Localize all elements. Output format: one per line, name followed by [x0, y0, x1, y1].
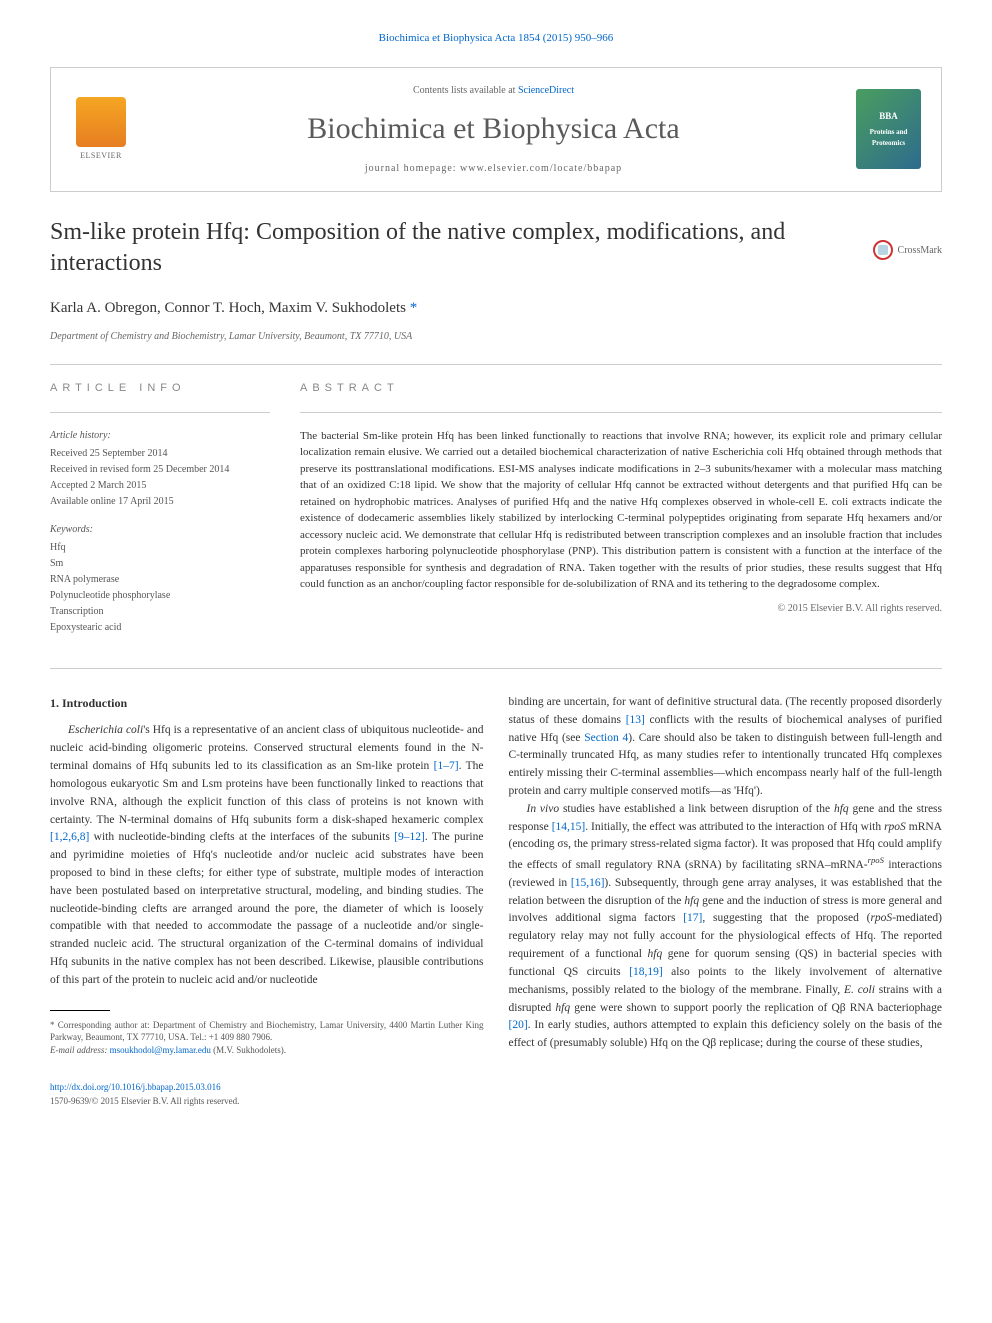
homepage-url[interactable]: www.elsevier.com/locate/bbapap	[460, 163, 622, 174]
hfq-italic-4: hfq	[555, 1002, 570, 1014]
article-info-header: article info	[50, 380, 270, 397]
abstract-text: The bacterial Sm-like protein Hfq has be…	[300, 428, 942, 593]
doi-link[interactable]: http://dx.doi.org/10.1016/j.bbapap.2015.…	[50, 1082, 221, 1092]
ref-link-1-7[interactable]: [1–7]	[434, 760, 459, 772]
ref-link-20[interactable]: [20]	[509, 1019, 528, 1031]
ref-link-18-19[interactable]: [18,19]	[629, 966, 663, 978]
bba-cover-logo: BBA Proteins and Proteomics	[856, 89, 921, 169]
column-right: binding are uncertain, for want of defin…	[509, 694, 943, 1057]
journal-homepage: journal homepage: www.elsevier.com/locat…	[151, 161, 836, 176]
footnote-text: Corresponding author at: Department of C…	[50, 1020, 484, 1043]
ref-link-13[interactable]: [13]	[626, 714, 645, 726]
keyword-3: Polynucleotide phosphorylase	[50, 588, 270, 604]
ecoli-italic: Escherichia coli	[68, 724, 143, 736]
hfq-italic-2: hfq	[684, 895, 699, 907]
section-4-link[interactable]: Section 4	[584, 732, 628, 744]
ecoli-italic-2: E. coli	[844, 984, 875, 996]
abstract-panel: abstract The bacterial Sm-like protein H…	[300, 380, 942, 648]
keywords-label: Keywords:	[50, 522, 270, 537]
footnote-divider	[50, 1010, 110, 1011]
keyword-0: Hfq	[50, 540, 270, 556]
online-date: Available online 17 April 2015	[50, 494, 270, 510]
sciencedirect-link[interactable]: ScienceDirect	[518, 85, 574, 96]
info-abstract-section: article info Article history: Received 2…	[50, 380, 942, 648]
authors-line: Karla A. Obregon, Connor T. Hoch, Maxim …	[50, 297, 942, 320]
divider-abstract	[300, 412, 942, 413]
rpos-sup: rpoS	[868, 855, 884, 865]
article-title: Sm-like protein Hfq: Composition of the …	[50, 217, 942, 279]
received-date: Received 25 September 2014	[50, 446, 270, 462]
keywords-block: Keywords: Hfq Sm RNA polymerase Polynucl…	[50, 522, 270, 636]
body-columns: 1. Introduction Escherichia coli's Hfq i…	[50, 694, 942, 1057]
ref-link-9-12[interactable]: [9–12]	[394, 831, 425, 843]
invivo-italic: In vivo	[527, 803, 560, 815]
sciencedirect-line: Contents lists available at ScienceDirec…	[151, 83, 836, 98]
abstract-copyright: © 2015 Elsevier B.V. All rights reserved…	[300, 601, 942, 616]
divider-top	[50, 364, 942, 365]
rpos-italic-2: rpoS	[870, 912, 892, 924]
affiliation: Department of Chemistry and Biochemistry…	[50, 329, 942, 344]
bba-label-1: BBA	[879, 110, 898, 124]
c2p2h: , suggesting that the proposed (	[702, 912, 870, 924]
sciencedirect-prefix: Contents lists available at	[413, 85, 518, 96]
intro-title: 1. Introduction	[50, 694, 484, 713]
journal-header-box: ELSEVIER Contents lists available at Sci…	[50, 67, 942, 192]
article-history-block: Article history: Received 25 September 2…	[50, 428, 270, 510]
ref-link-14-15[interactable]: [14,15]	[552, 821, 586, 833]
crossmark-label: CrossMark	[898, 243, 942, 258]
email-suffix: (M.V. Sukhodolets).	[211, 1045, 286, 1055]
elsevier-logo: ELSEVIER	[71, 94, 131, 164]
para1-text-d: . The purine and pyrimidine moieties of …	[50, 831, 484, 986]
rpos-italic-1: rpoS	[884, 821, 906, 833]
journal-name: Biochimica et Biophysica Acta	[151, 106, 836, 151]
keyword-2: RNA polymerase	[50, 572, 270, 588]
c2p2m: gene were shown to support poorly the re…	[570, 1002, 942, 1014]
col2-para-1: binding are uncertain, for want of defin…	[509, 694, 943, 801]
corresponding-marker: *	[406, 300, 417, 316]
keyword-5: Epoxystearic acid	[50, 620, 270, 636]
hfq-italic-3: hfq	[648, 948, 663, 960]
column-left: 1. Introduction Escherichia coli's Hfq i…	[50, 694, 484, 1057]
ref-link-17[interactable]: [17]	[683, 912, 702, 924]
keyword-1: Sm	[50, 556, 270, 572]
para1-text-c: with nucleotide-binding clefts at the in…	[89, 831, 394, 843]
accepted-date: Accepted 2 March 2015	[50, 478, 270, 494]
revised-date: Received in revised form 25 December 201…	[50, 462, 270, 478]
history-label: Article history:	[50, 428, 270, 443]
divider-info-1	[50, 412, 270, 413]
keyword-4: Transcription	[50, 604, 270, 620]
issn-copyright: 1570-9639/© 2015 Elsevier B.V. All right…	[50, 1095, 942, 1109]
c2p2a: studies have established a link between …	[559, 803, 834, 815]
c2p2c: . Initially, the effect was attributed t…	[585, 821, 884, 833]
header-center: Contents lists available at ScienceDirec…	[131, 83, 856, 176]
bba-label-2: Proteins and Proteomics	[861, 127, 916, 148]
top-citation-link[interactable]: Biochimica et Biophysica Acta 1854 (2015…	[50, 30, 942, 47]
email-link[interactable]: msoukhodol@my.lamar.edu	[110, 1045, 211, 1055]
page-footer: http://dx.doi.org/10.1016/j.bbapap.2015.…	[50, 1081, 942, 1108]
article-info-panel: article info Article history: Received 2…	[50, 380, 270, 648]
authors-names: Karla A. Obregon, Connor T. Hoch, Maxim …	[50, 300, 406, 316]
email-footnote: E-mail address: msoukhodol@my.lamar.edu …	[50, 1044, 484, 1057]
homepage-prefix: journal homepage:	[365, 163, 460, 174]
abstract-header: abstract	[300, 380, 942, 397]
ref-link-1268[interactable]: [1,2,6,8]	[50, 831, 89, 843]
ref-link-15-16[interactable]: [15,16]	[571, 877, 605, 889]
c2p2n: . In early studies, authors attempted to…	[509, 1019, 943, 1049]
divider-body	[50, 668, 942, 669]
elsevier-tree-icon	[76, 97, 126, 147]
crossmark-badge[interactable]: CrossMark	[873, 240, 942, 260]
corresponding-footnote: * Corresponding author at: Department of…	[50, 1019, 484, 1044]
hfq-italic-1: hfq	[834, 803, 849, 815]
email-label: E-mail address:	[50, 1045, 110, 1055]
elsevier-label: ELSEVIER	[80, 150, 122, 162]
intro-para-1: Escherichia coli's Hfq is a representati…	[50, 722, 484, 989]
col2-para-2: In vivo studies have established a link …	[509, 801, 943, 1053]
crossmark-icon	[873, 240, 893, 260]
